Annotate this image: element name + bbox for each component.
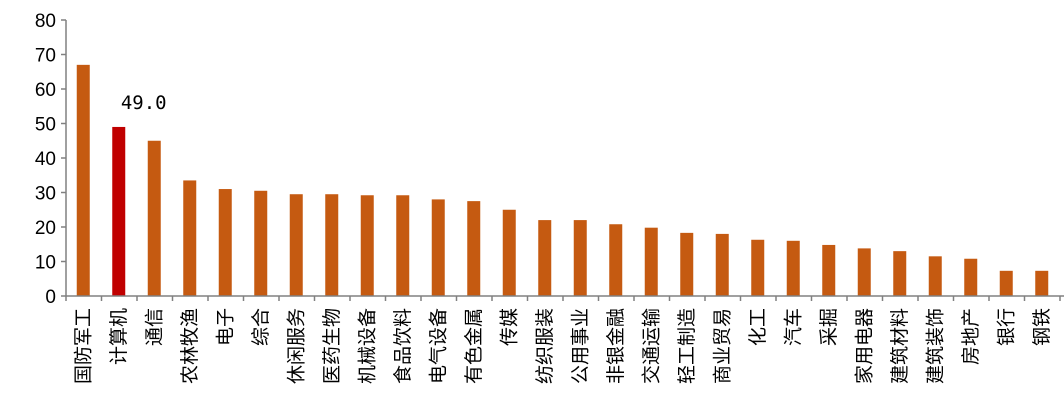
x-tick-label: 纺织服装 [534, 308, 556, 384]
bar-纺织服装 [538, 220, 552, 296]
bar-医药生物 [325, 194, 339, 296]
x-tick-label: 建筑装饰 [924, 308, 946, 384]
bar-通信 [147, 140, 161, 296]
x-tick-label: 房地产 [960, 308, 982, 365]
x-tick-label: 商业贸易 [711, 308, 733, 384]
data-label: 49.0 [121, 92, 167, 114]
bar-计算机 [112, 126, 126, 296]
bar-建筑装饰 [928, 256, 942, 296]
x-axis [65, 295, 1064, 301]
y-tick-label: 70 [35, 46, 56, 67]
bar-机械设备 [360, 195, 374, 296]
x-tick-label: 传媒 [498, 308, 520, 346]
bars [76, 64, 1049, 296]
y-tick-label: 10 [35, 253, 56, 274]
bar-轻工制造 [680, 232, 694, 296]
x-tick-label: 国防军工 [72, 308, 94, 384]
bar-汽车 [786, 240, 800, 296]
y-tick-label: 30 [35, 184, 56, 205]
x-tick-label: 电气设备 [427, 308, 449, 384]
data-labels: 49.0 [121, 92, 167, 114]
y-axis: 0 10 20 30 40 50 60 70 80 [35, 11, 67, 308]
bar-公用事业 [573, 220, 587, 296]
bar-电气设备 [431, 199, 445, 296]
x-tick-label: 银行 [995, 308, 1017, 346]
bar-非银金融 [609, 224, 623, 296]
x-tick-label: 家用电器 [853, 308, 875, 384]
bar-综合 [254, 190, 268, 296]
y-tick-label: 60 [35, 80, 56, 101]
bar-建筑材料 [893, 251, 907, 296]
bar-化工 [751, 239, 765, 296]
bar-电子 [218, 189, 232, 296]
x-tick-label: 交通运输 [640, 308, 662, 384]
x-tick-label: 建筑材料 [889, 308, 911, 384]
y-tick-label: 50 [35, 115, 56, 136]
y-tick-label: 80 [35, 11, 56, 32]
x-tick-label: 食品饮料 [392, 308, 414, 384]
x-tick-label: 采掘 [818, 308, 840, 346]
bar-钢铁 [1035, 270, 1049, 296]
x-tick-label: 计算机 [108, 308, 130, 365]
x-tick-label: 化工 [747, 308, 769, 346]
bar-传媒 [502, 209, 516, 296]
bar-商业贸易 [715, 233, 729, 296]
bar-休闲服务 [289, 194, 303, 296]
x-tick-label: 非银金融 [605, 308, 627, 384]
bar-家用电器 [857, 248, 871, 296]
x-tick-label: 综合 [250, 308, 272, 346]
y-tick-label: 40 [35, 149, 56, 170]
x-tick-label: 电子 [214, 308, 236, 346]
bar-交通运输 [644, 227, 658, 296]
x-tick-label: 医药生物 [321, 308, 343, 384]
bar-农林牧渔 [183, 180, 197, 296]
x-tick-label: 钢铁 [1031, 308, 1053, 346]
bar-有色金属 [467, 201, 481, 296]
bar-采掘 [822, 244, 836, 296]
x-tick-label: 公用事业 [569, 308, 591, 384]
bar-食品饮料 [396, 195, 410, 296]
x-tick-label: 轻工制造 [676, 308, 698, 384]
bar-银行 [999, 270, 1013, 296]
x-tick-label: 汽车 [782, 308, 804, 346]
x-tick-label: 休闲服务 [285, 308, 307, 384]
x-tick-label: 通信 [143, 308, 165, 346]
y-tick-label: 20 [35, 218, 56, 239]
bar-房地产 [964, 258, 978, 296]
x-tick-label: 机械设备 [356, 308, 378, 384]
x-tick-labels: 国防军工 计算机 通信 农林牧渔 电子 综合 休闲服务 医药生物 机械设备 食品饮料 电气设备 有色金… [72, 308, 1053, 384]
x-tick-label: 有色金属 [463, 308, 485, 384]
y-tick-label: 0 [45, 287, 56, 308]
x-tick-label: 农林牧渔 [179, 308, 201, 384]
bar-国防军工 [76, 64, 90, 296]
